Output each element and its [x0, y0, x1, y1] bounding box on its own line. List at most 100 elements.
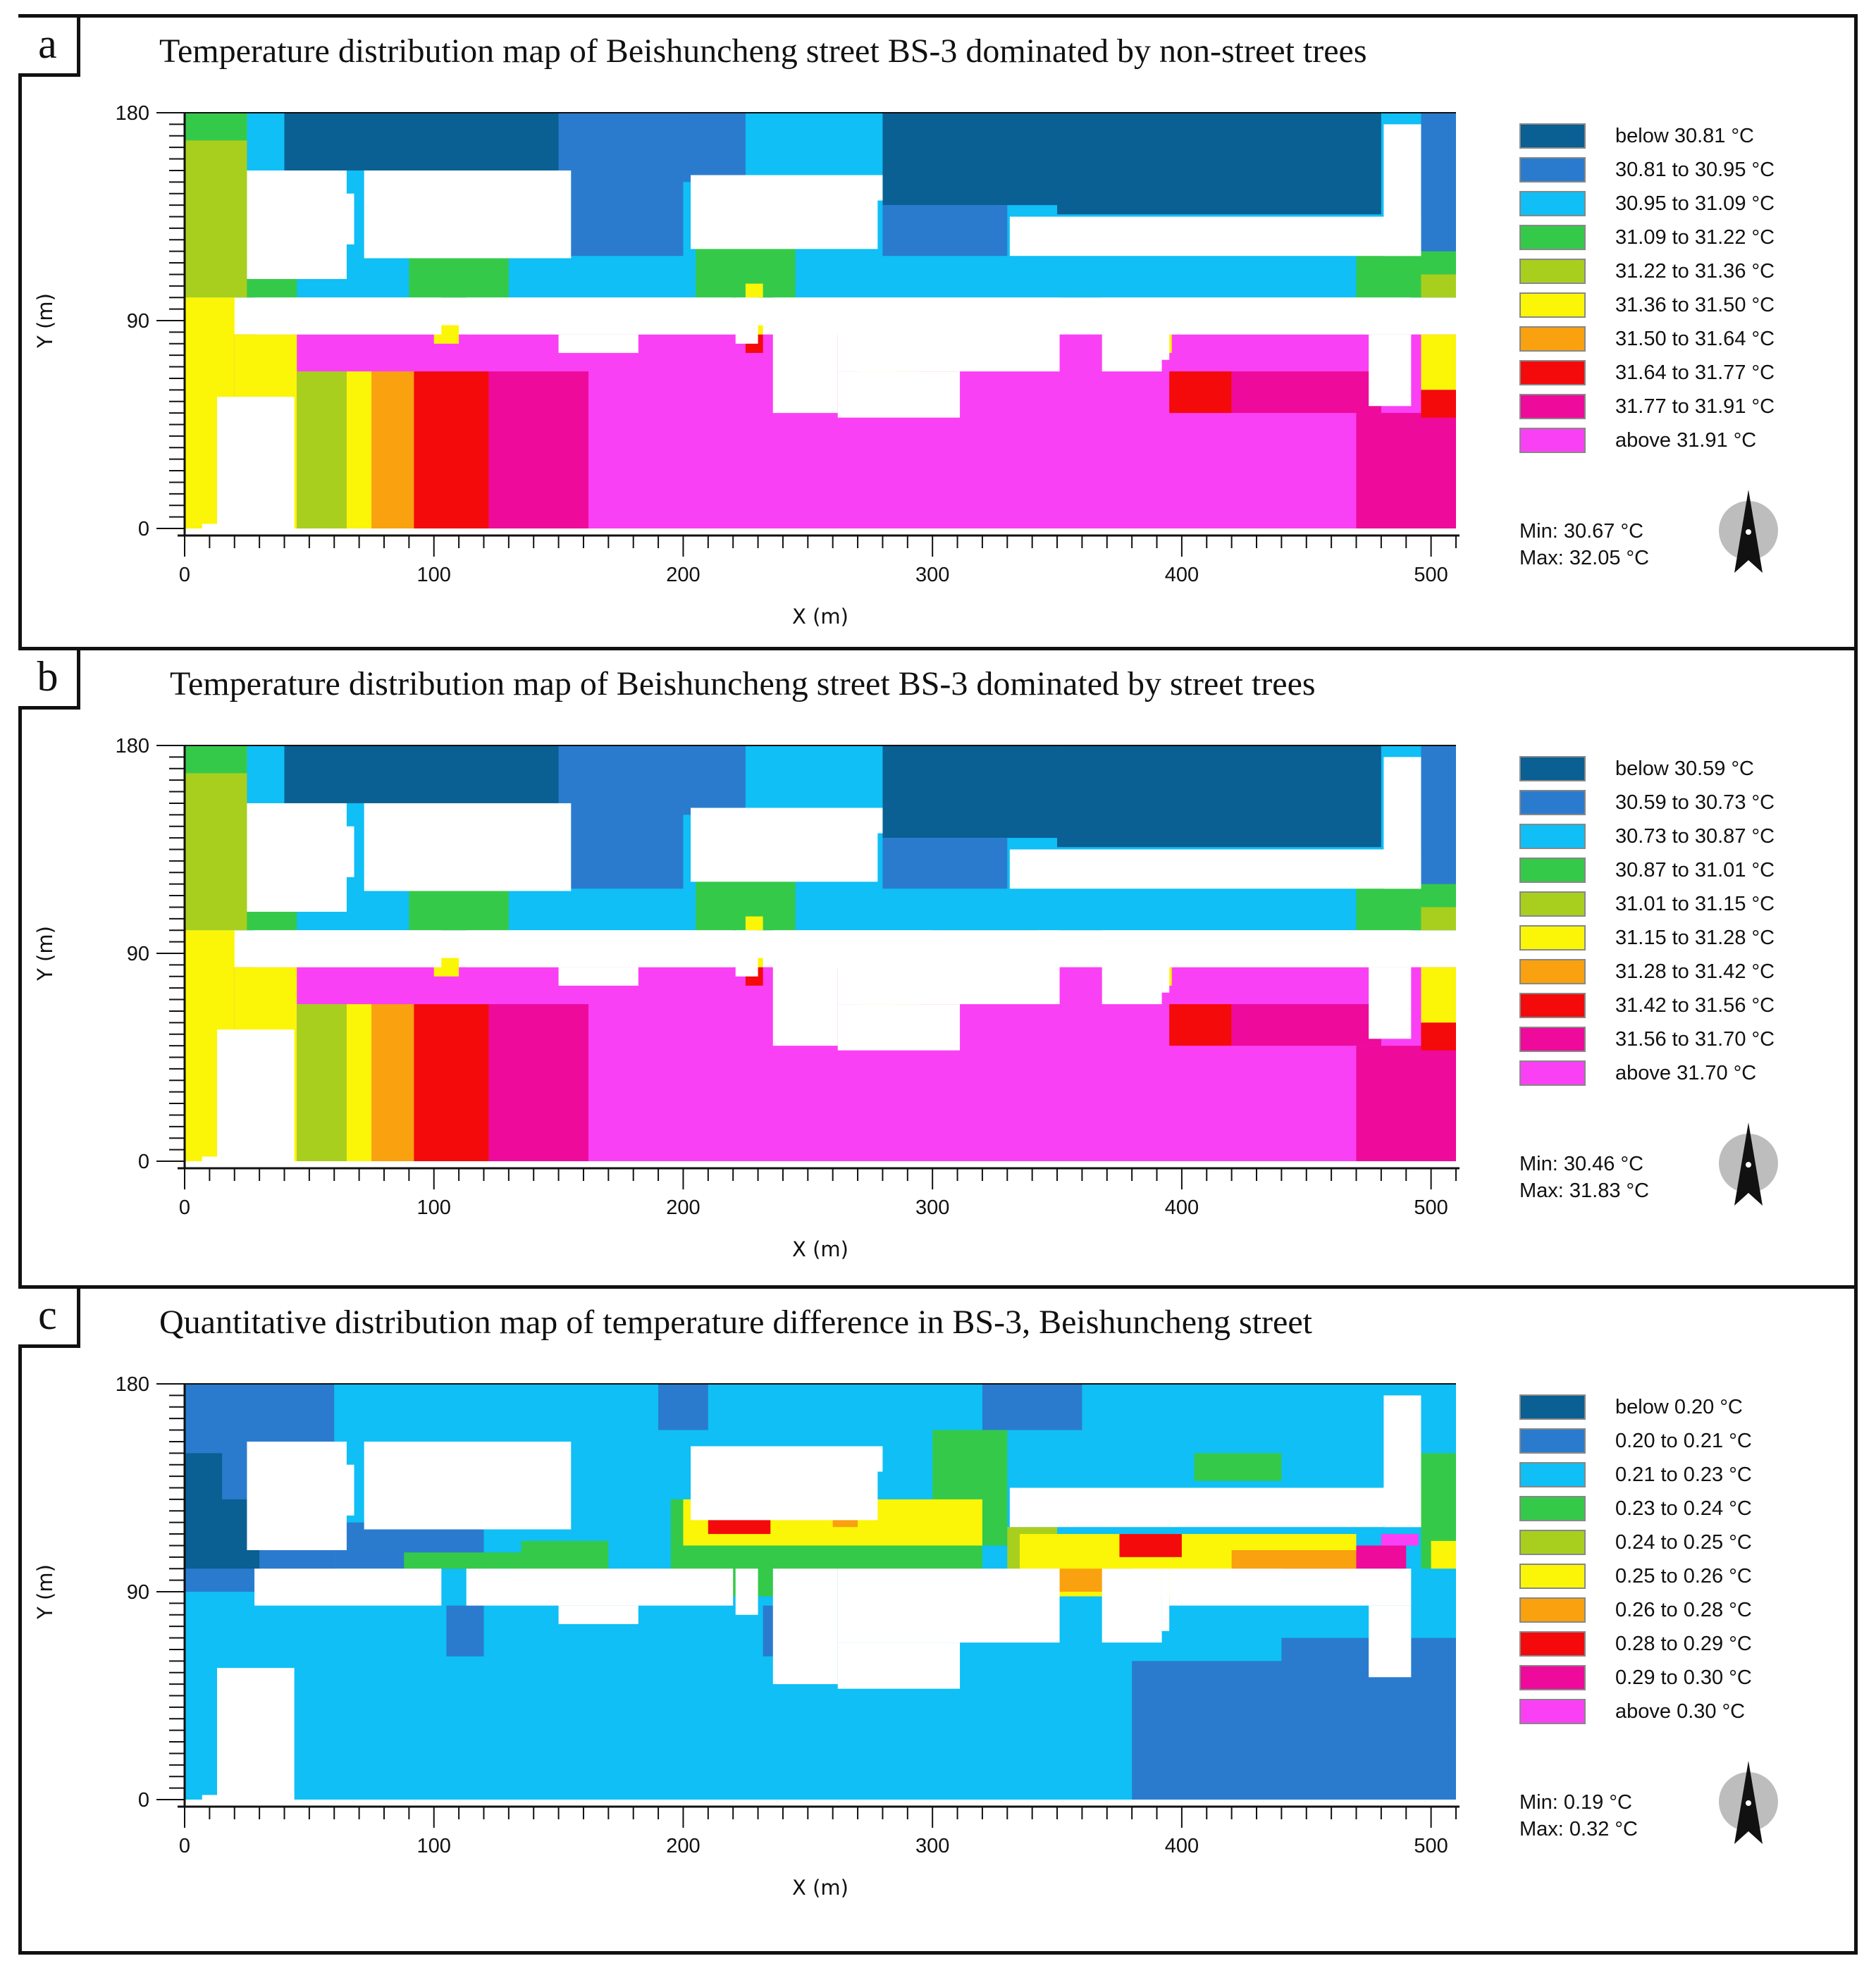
- building-footprint: [1009, 216, 1421, 256]
- heat-cell: [1421, 745, 1456, 889]
- building-footprint: [1369, 1605, 1412, 1678]
- building-footprint: [247, 803, 347, 912]
- building-footprint: [837, 1004, 961, 1051]
- heat-cell: [346, 371, 372, 528]
- x-tick-label: 100: [417, 564, 451, 586]
- legend-swatch: [1519, 225, 1586, 250]
- heat-cell: [658, 1384, 708, 1430]
- x-tick-label: 500: [1414, 564, 1448, 586]
- legend-item: 31.28 to 31.42 °C: [1519, 959, 1872, 987]
- legend-label: 0.21 to 0.23 °C: [1615, 1463, 1752, 1486]
- building-footprint: [247, 170, 347, 279]
- building-footprint: [1161, 297, 1170, 360]
- heat-cell: [1169, 371, 1232, 414]
- heat-cell: [745, 283, 763, 298]
- heat-cell: [1421, 907, 1456, 931]
- building-footprint: [558, 334, 638, 353]
- min-value: Min: 0.19 °C: [1519, 1791, 1632, 1814]
- legend-item: 31.01 to 31.15 °C: [1519, 891, 1872, 920]
- building-footprint: [1161, 1568, 1170, 1631]
- building-footprint: [691, 1446, 878, 1521]
- legend-item: 30.87 to 31.01 °C: [1519, 858, 1872, 886]
- heat-cell: [297, 371, 347, 528]
- building-footprint: [364, 170, 572, 259]
- heat-cell: [745, 916, 763, 931]
- heat-cell: [414, 371, 489, 528]
- legend-label: 31.15 to 31.28 °C: [1615, 927, 1775, 949]
- x-tick-label: 100: [417, 1835, 451, 1857]
- panel-a: a Temperature distribution map of Beishun…: [18, 18, 1858, 647]
- x-tick-label: 300: [915, 1835, 949, 1857]
- building-footprint: [1101, 297, 1162, 372]
- legend-item: 0.26 to 0.28 °C: [1519, 1597, 1872, 1626]
- building-footprint: [339, 826, 354, 877]
- building-footprint: [772, 297, 838, 414]
- x-axis-label: X (m): [792, 605, 848, 629]
- legend-item: 31.64 to 31.77 °C: [1519, 360, 1872, 388]
- heat-cell: [1356, 1046, 1456, 1161]
- legend-item: 0.20 to 0.21 °C: [1519, 1428, 1872, 1456]
- building-footprint: [772, 1568, 838, 1685]
- north-arrow-icon: [1719, 490, 1778, 573]
- heat-cell: [185, 745, 247, 774]
- legend-label: above 31.70 °C: [1615, 1062, 1757, 1084]
- building-footprint: [837, 930, 1060, 1005]
- heat-cell: [882, 113, 1058, 206]
- legend-item: 0.21 to 0.23 °C: [1519, 1462, 1872, 1490]
- legend-item: 30.81 to 30.95 °C: [1519, 157, 1872, 185]
- legend-swatch: [1519, 1530, 1586, 1555]
- legend-swatch: [1519, 1496, 1586, 1521]
- heat-cell: [683, 113, 746, 182]
- y-tick-label: 180: [116, 735, 149, 757]
- legend-item: 0.23 to 0.24 °C: [1519, 1496, 1872, 1524]
- legend-item: below 30.59 °C: [1519, 756, 1872, 784]
- x-axis-label: X (m): [792, 1237, 848, 1261]
- legend-label: 30.59 to 30.73 °C: [1615, 791, 1775, 814]
- building-footprint: [1009, 1487, 1421, 1528]
- building-footprint: [364, 803, 572, 891]
- panel-c: c Quantitative distribution map of temper…: [18, 1289, 1858, 1951]
- x-tick-label: 200: [666, 1835, 700, 1857]
- building-footprint: [1169, 930, 1412, 967]
- legend-swatch: [1519, 858, 1586, 883]
- legend-swatch: [1519, 1060, 1586, 1086]
- heat-cell: [1421, 113, 1456, 256]
- x-tick-label: 400: [1165, 1196, 1199, 1219]
- y-tick-label: 180: [116, 102, 149, 125]
- legend-swatch: [1519, 191, 1586, 216]
- y-tick-label: 0: [138, 518, 149, 540]
- building-footprint: [837, 1642, 961, 1689]
- building-footprint: [1101, 930, 1162, 1005]
- panel-divider: [18, 1285, 1858, 1289]
- panel-letter: b: [18, 650, 80, 710]
- legend-label: 31.36 to 31.50 °C: [1615, 294, 1775, 316]
- panel-title: Temperature distribution map of Beishunc…: [159, 32, 1367, 70]
- building-footprint: [466, 297, 734, 335]
- legend-label: 0.26 to 0.28 °C: [1615, 1599, 1752, 1621]
- building-footprint: [1369, 334, 1412, 407]
- legend-label: 0.23 to 0.24 °C: [1615, 1497, 1752, 1520]
- min-value: Min: 30.67 °C: [1519, 520, 1644, 543]
- heat-cell: [1119, 1534, 1182, 1557]
- legend-swatch: [1519, 123, 1586, 149]
- legend-label: 31.28 to 31.42 °C: [1615, 960, 1775, 983]
- min-max-box: Min: 30.46 °C Max: 31.83 °C: [1519, 1151, 1649, 1204]
- legend-label: 31.50 to 31.64 °C: [1615, 328, 1775, 350]
- building-footprint: [247, 1441, 347, 1550]
- legend-label: below 30.81 °C: [1615, 125, 1754, 147]
- legend-swatch: [1519, 756, 1586, 781]
- north-arrow-icon: [1719, 1761, 1778, 1844]
- y-axis-label: Y (m): [33, 293, 57, 349]
- legend-label: 31.01 to 31.15 °C: [1615, 893, 1775, 915]
- heat-cell: [409, 251, 509, 298]
- building-footprint: [202, 1156, 217, 1161]
- heat-cell: [882, 745, 1058, 838]
- building-footprint: [1101, 1568, 1162, 1643]
- heat-cell: [1356, 413, 1456, 528]
- building-footprint: [339, 1464, 354, 1516]
- legend-item: 30.73 to 30.87 °C: [1519, 824, 1872, 852]
- x-tick-label: 200: [666, 1196, 700, 1219]
- heat-cell: [1057, 113, 1381, 215]
- y-axis-label: Y (m): [33, 1564, 57, 1620]
- legend-item: 31.42 to 31.56 °C: [1519, 993, 1872, 1021]
